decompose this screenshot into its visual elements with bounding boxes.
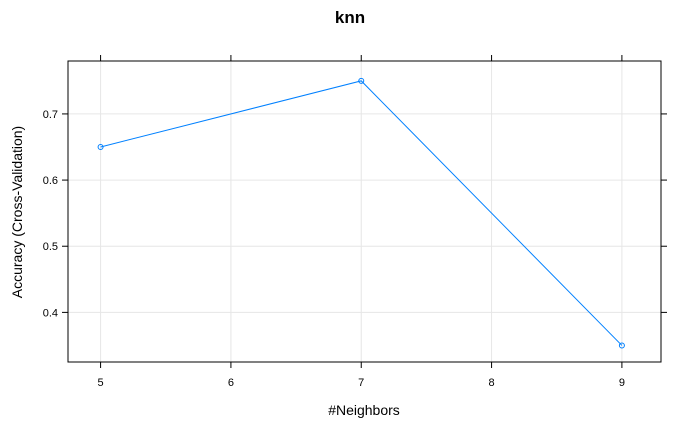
plot-frame	[67, 60, 662, 363]
y-tick-label: 0.5	[43, 241, 58, 253]
series-line	[100, 80, 623, 346]
axis-ticks: 5 6 7 8 9 0.4 0.5 0.6 0.7	[43, 55, 667, 389]
y-axis-label: Accuracy (Cross-Validation)	[9, 126, 25, 298]
x-tick-label: 6	[228, 377, 234, 389]
x-tick-label: 9	[619, 377, 625, 389]
y-tick-label: 0.6	[43, 175, 58, 187]
data-point	[618, 342, 625, 349]
data-point	[97, 144, 104, 150]
x-tick-label: 7	[358, 377, 364, 389]
y-tick-label: 0.4	[43, 307, 58, 319]
x-tick-label: 8	[489, 377, 495, 389]
data-point	[358, 77, 365, 84]
y-tick-label: 0.7	[43, 109, 58, 121]
x-tick-label: 5	[98, 377, 104, 389]
chart-title: knn	[335, 8, 365, 27]
x-axis-label: #Neighbors	[328, 402, 400, 418]
grid-lines	[68, 61, 661, 362]
series-layer	[97, 77, 625, 349]
